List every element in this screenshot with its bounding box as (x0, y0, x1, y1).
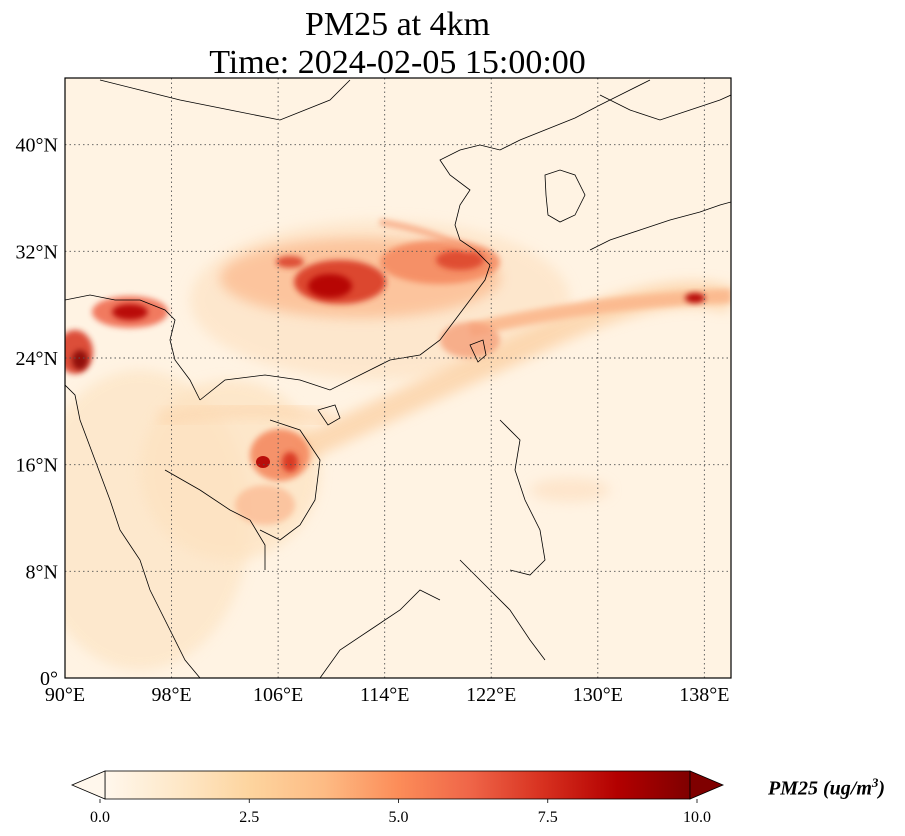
lon-tick-label: 106°E (253, 684, 303, 706)
colorbar-extend-high (689, 770, 725, 800)
pm25-field (65, 219, 731, 670)
lat-tick-label: 24°N (16, 348, 58, 370)
lat-tick-label: 0° (40, 668, 58, 690)
colorbar-tick-label: 2.5 (239, 809, 259, 826)
lat-tick-label: 40°N (16, 135, 58, 157)
colorbar-body (104, 770, 691, 800)
graticule (65, 78, 731, 678)
lat-tick-label: 8°N (26, 561, 58, 583)
colorbar-tick-label: 0.0 (90, 809, 110, 826)
colorbar-tick-label: 5.0 (389, 809, 409, 826)
lon-tick-label: 90°E (45, 684, 85, 706)
coastlines (65, 79, 731, 678)
axis-ticks: 90°E 98°E 106°E 114°E 122°E 130°E 138°E 0° 8°N 16… (16, 135, 730, 706)
lon-tick-label: 138°E (679, 684, 729, 706)
colorbar-tick-label: 10.0 (683, 809, 711, 826)
colorbar-tick-label: 7.5 (538, 809, 558, 826)
lon-tick-label: 130°E (573, 684, 623, 706)
map-timestamp: Time: 2024-02-05 15:00:00 (209, 44, 586, 81)
lat-tick-label: 16°N (16, 455, 58, 477)
map-frame (64, 77, 732, 679)
colorbar-extend-low (70, 770, 106, 800)
lon-tick-label: 122°E (466, 684, 516, 706)
lon-tick-label: 114°E (360, 684, 409, 706)
lon-tick-label: 98°E (151, 684, 191, 706)
colorbar: 0.0 2.5 5.0 7.5 10.0 (70, 770, 725, 826)
map-title: PM25 at 4km (304, 6, 491, 43)
colorbar-label: PM25 (ug/m3) (768, 775, 886, 800)
lat-tick-label: 32°N (16, 241, 58, 263)
